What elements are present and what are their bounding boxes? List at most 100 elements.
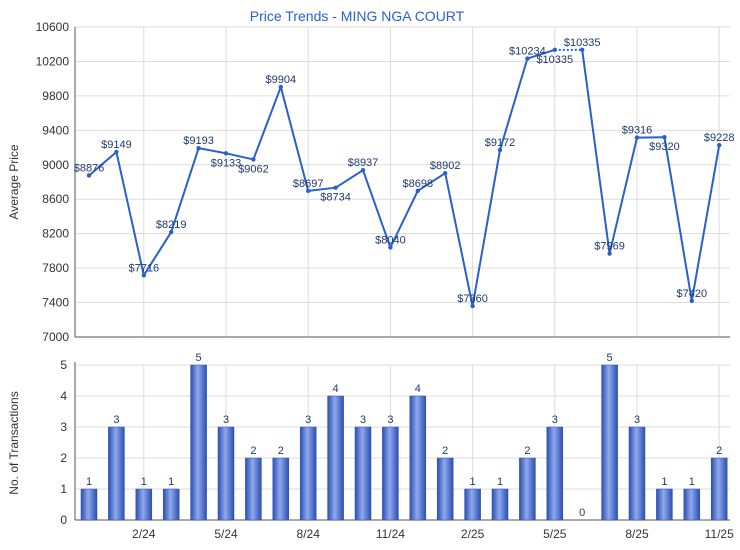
transaction-bar [245,457,262,521]
y-axis-label-price: Average Price [7,144,21,219]
x-tick-label: 11/24 [376,527,405,541]
transaction-bar [436,457,454,521]
price-point [717,142,722,148]
transaction-bar [217,426,235,521]
price-point [169,229,174,235]
price-point [607,251,612,256]
transaction-bar [272,457,290,521]
bar-data-label: 2 [278,445,284,457]
transaction-bar [491,488,509,521]
bar-data-label: 0 [579,507,585,519]
price-data-label: $9172 [485,137,516,149]
transaction-bar [135,488,153,521]
bar-data-label: 1 [661,476,667,488]
y-tick-label: 3 [60,420,67,434]
price-point [415,188,420,193]
x-tick-label: 2/25 [461,527,485,541]
transaction-bar [710,457,728,521]
price-data-label: $9904 [266,74,297,86]
transaction-bar [546,426,564,521]
bar-data-label: 1 [86,476,92,488]
price-data-label: $7360 [457,293,488,305]
price-point [333,185,338,190]
y-tick-label: 10200 [36,54,70,68]
price-point [443,171,448,176]
price-line-segment [527,48,556,60]
bar-data-label: 4 [333,383,339,395]
price-point [497,147,503,153]
price-data-label: $10234 [509,46,546,58]
price-data-label: $9149 [101,139,132,151]
x-tick-label: 8/25 [625,527,649,541]
y-tick-label: 1 [60,482,67,496]
y-axis-label-transactions: No. of Transactions [7,391,21,494]
y-tick-label: 5 [60,358,67,372]
price-point [634,135,640,140]
bar-data-label: 3 [552,414,558,426]
price-line-segment [663,137,693,301]
price-point [86,173,92,178]
bar-data-label: 3 [387,414,393,426]
price-line-segment [252,86,282,160]
price-point [278,84,283,90]
y-tick-label: 4 [60,389,67,403]
price-point [525,56,530,61]
bar-data-label: 2 [250,445,256,457]
price-point [306,188,311,194]
price-data-label: $10335 [564,37,601,49]
price-point [689,298,694,304]
price-line-segment [499,58,529,151]
price-data-label: $8902 [430,160,461,172]
bar-data-label: 2 [716,445,722,457]
transaction-bar [162,488,180,521]
transaction-bar [519,457,536,521]
bar-data-label: 3 [113,414,119,426]
transaction-bar [108,426,125,521]
price-line-segment [335,169,364,189]
transaction-bar [80,488,98,521]
price-point [223,151,229,156]
price-data-label: $8937 [348,157,379,169]
price-point [141,273,146,278]
price-point [196,145,201,151]
price-line-segment [581,49,611,254]
transaction-bar [656,488,673,521]
bar-data-label: 3 [223,414,229,426]
price-line-segment [170,147,200,233]
y-tick-label: 9800 [42,89,69,103]
x-tick-label: 2/24 [132,527,156,541]
price-line-segment [142,231,173,276]
bar-data-label: 4 [415,383,421,395]
bar-data-label: 5 [196,352,202,364]
price-line-segment [690,144,721,302]
price-data-label: $8698 [403,178,434,190]
bar-data-label: 1 [141,476,147,488]
price-line-segment [115,151,145,276]
transaction-bar [409,395,427,521]
price-data-label: $9320 [649,141,680,153]
bar-data-label: 5 [607,352,613,364]
price-line-segment [225,152,254,161]
y-tick-label: 10600 [36,20,70,34]
price-point [580,47,585,53]
price-data-label: $9316 [622,125,653,137]
bar-data-label: 1 [168,476,174,488]
y-tick-label: 8600 [42,192,69,206]
x-tick-label: 11/25 [705,527,734,541]
price-line-segment [279,86,310,192]
y-tick-label: 0 [60,513,67,527]
price-data-label: $7420 [677,288,708,300]
y-tick-label: 7400 [42,296,69,310]
y-tick-label: 7000 [42,330,69,344]
price-data-label: $8040 [375,234,406,246]
price-data-label: $8697 [293,178,324,190]
price-data-label: $7716 [129,262,160,274]
bar-data-label: 3 [305,414,311,426]
price-data-label: $8219 [156,219,187,231]
price-line-segment [444,173,474,307]
y-tick-label: 8200 [42,227,69,241]
bar-data-label: 2 [524,445,530,457]
price-line-segment [389,190,419,248]
bar-data-label: 1 [497,476,503,488]
y-tick-label: 7800 [42,261,69,275]
